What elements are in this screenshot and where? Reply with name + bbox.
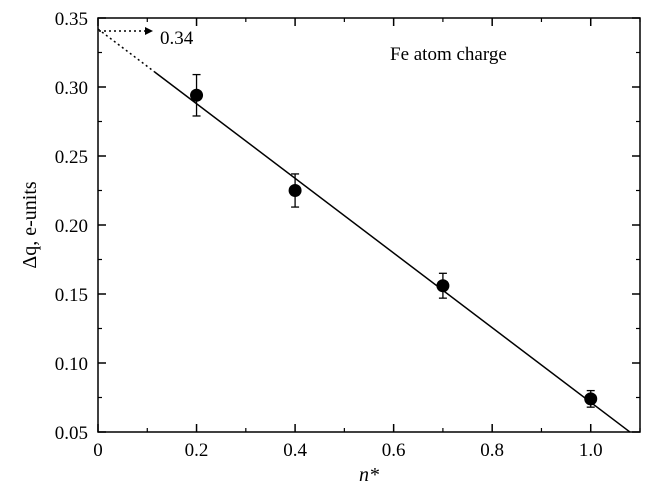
x-tick-label: 0.6 [382, 440, 406, 461]
x-tick-label: 0.4 [283, 440, 307, 461]
x-tick-label: 0.2 [185, 440, 209, 461]
y-axis-title: Δq, e-units [19, 181, 41, 269]
data-points [190, 88, 598, 406]
y-axis: 0.05 0.10 0.15 0.20 0.25 0.30 0.35 [55, 9, 640, 444]
plot-frame [97, 17, 641, 433]
y-tick-label: 0.15 [55, 285, 88, 306]
data-point [436, 279, 450, 293]
y-tick-label: 0.30 [55, 78, 88, 99]
x-axis: 0 0.2 0.4 0.6 0.8 1.0 [93, 18, 641, 461]
y-tick-label: 0.35 [55, 9, 88, 30]
y-tick-label: 0.25 [55, 147, 88, 168]
y-tick-label: 0.20 [55, 216, 88, 237]
fit-line-solid [154, 71, 631, 433]
x-tick-label: 0.8 [480, 440, 504, 461]
fit-line-extrapolation [97, 28, 156, 73]
x-tick-label: 1.0 [579, 440, 603, 461]
y-tick-label: 0.10 [55, 354, 88, 375]
x-axis-title: n* [359, 464, 379, 486]
y-tick-label: 0.05 [55, 423, 88, 444]
annotation-intercept-value: 0.34 [160, 28, 194, 49]
data-point [584, 392, 598, 406]
error-bars [192, 73, 595, 408]
annotation-series-label: Fe atom charge [390, 44, 507, 65]
fit-line [97, 28, 631, 433]
data-point [288, 184, 302, 197]
data-point [190, 88, 204, 102]
x-tick-label: 0 [93, 440, 103, 461]
